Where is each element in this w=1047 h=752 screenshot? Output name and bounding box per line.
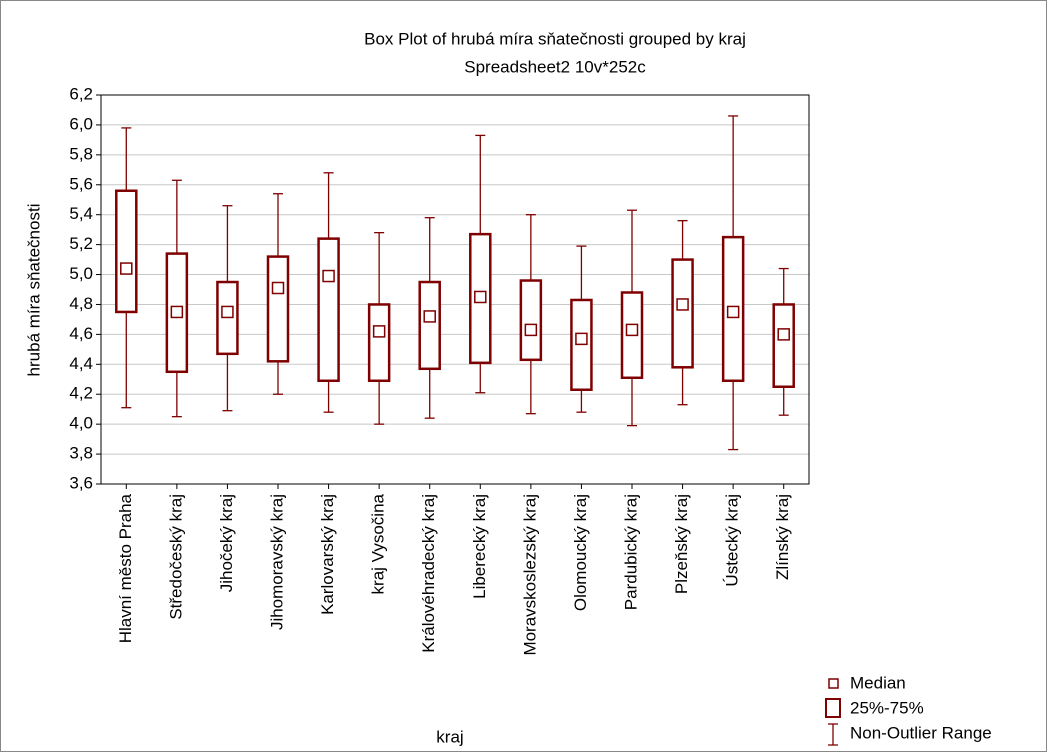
x-tick-label: Zlínský kraj [773, 494, 792, 580]
median-marker [676, 298, 689, 311]
y-tick-label: 4,8 [69, 294, 93, 313]
box [772, 303, 795, 389]
x-tick-label: Ústecký kraj [723, 494, 742, 587]
x-tick-label: kraj Vysočina [369, 493, 388, 594]
y-tick-label: 6,0 [69, 114, 93, 133]
median-marker [372, 325, 386, 338]
plot-area [100, 94, 810, 485]
median-marker [271, 281, 285, 295]
median-marker [474, 290, 487, 304]
box [317, 237, 340, 383]
y-tick-label: 5,0 [69, 264, 93, 283]
box [367, 303, 391, 383]
legend-label: Median [850, 673, 906, 692]
y-tick-label: 4,2 [69, 384, 93, 403]
box [671, 258, 694, 369]
box [418, 280, 441, 371]
legend-box-icon [825, 698, 841, 718]
legend-label: Non-Outlier Range [850, 723, 992, 742]
x-axis-label: kraj [436, 727, 463, 746]
box [519, 279, 543, 362]
x-tick-label: Středočeský kraj [166, 494, 185, 620]
y-tick-label: 3,6 [69, 473, 93, 492]
y-tick-label: 5,4 [69, 204, 93, 223]
chart-subtitle: Spreadsheet2 10v*252c [464, 57, 646, 76]
x-tick-label: Pardubický kraj [621, 494, 640, 610]
median-marker [625, 323, 639, 337]
median-marker [524, 323, 538, 337]
legend-label: 25%-75% [850, 698, 924, 717]
x-tick-label: Liberecký kraj [470, 494, 489, 599]
x-tick-label: Královéhradecký kraj [419, 494, 438, 653]
x-tick-label: Plzeňský kraj [672, 494, 691, 594]
y-tick-label: 6,2 [69, 84, 93, 103]
y-tick-label: 5,8 [69, 144, 93, 163]
median-marker [423, 310, 436, 323]
x-tick-label: Jihomoravský kraj [267, 494, 286, 630]
y-tick-label: 5,6 [69, 174, 93, 193]
box [266, 255, 290, 363]
y-tick-label: 3,8 [69, 444, 93, 463]
box [115, 189, 138, 314]
median-marker [221, 305, 234, 319]
x-tick-label: Moravskoslezský kraj [520, 494, 539, 656]
median-marker [575, 332, 588, 346]
median-marker [170, 305, 184, 319]
y-tick-label: 4,0 [69, 414, 93, 433]
x-tick-label: Olomoucký kraj [571, 494, 590, 611]
median-marker [777, 328, 790, 341]
y-axis-label: hrubá míra sňatečnosti [24, 204, 43, 377]
y-tick-label: 4,4 [69, 354, 93, 373]
median-marker [726, 305, 740, 319]
median-marker [120, 262, 133, 275]
y-tick-label: 5,2 [69, 234, 93, 253]
x-tick-label: Jihočeký kraj [217, 494, 236, 592]
x-tick-label: Karlovarský kraj [318, 494, 337, 615]
x-tick-label: Hlavní město Praha [116, 493, 135, 643]
legend-median-icon [828, 678, 839, 689]
median-marker [322, 269, 335, 283]
y-tick-label: 4,6 [69, 324, 93, 343]
chart-title: Box Plot of hrubá míra sňatečnosti group… [364, 29, 746, 48]
